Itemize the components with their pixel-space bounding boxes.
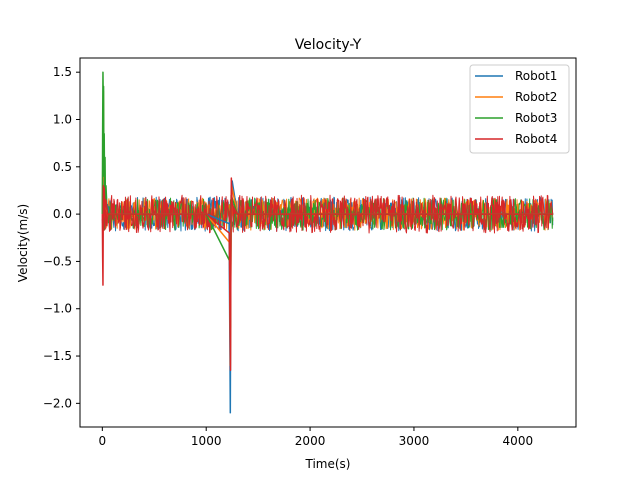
x-axis: 0 1000 2000 3000 4000 [99,427,534,448]
chart-title: Velocity-Y [295,37,362,53]
x-tick-label: 2000 [295,434,326,448]
x-tick-label: 1000 [191,434,222,448]
legend-label: Robot3 [515,111,557,125]
y-axis-label: Velocity(m/s) [16,204,30,282]
y-axis: −2.0 −1.5 −1.0 −0.5 0.0 0.5 1.0 1.5 [43,65,80,410]
legend-box [469,64,570,154]
axes-frame [79,57,577,428]
x-axis-label: Time(s) [305,457,351,471]
x-tick-label: 0 [99,434,107,448]
y-tick-label: 1.5 [53,65,72,79]
y-tick-label: −1.5 [43,349,72,363]
y-tick-label: 0.5 [53,160,72,174]
y-tick-label: 1.0 [53,113,72,127]
y-tick-label: −2.0 [43,396,72,410]
legend-label: Robot1 [515,69,557,83]
x-tick-label: 3000 [399,434,430,448]
series-noise-robot4 [101,194,554,234]
y-tick-label: −1.0 [43,302,72,316]
legend-label: Robot2 [515,90,557,104]
series-line-robot4 [101,177,554,371]
series-layer [101,71,554,414]
legend: Robot1 Robot2 Robot3 Robot4 [469,64,570,154]
y-tick-label: 0.0 [53,207,72,221]
y-tick-label: −0.5 [43,254,72,268]
x-tick-label: 4000 [503,434,534,448]
legend-label: Robot4 [515,132,557,146]
